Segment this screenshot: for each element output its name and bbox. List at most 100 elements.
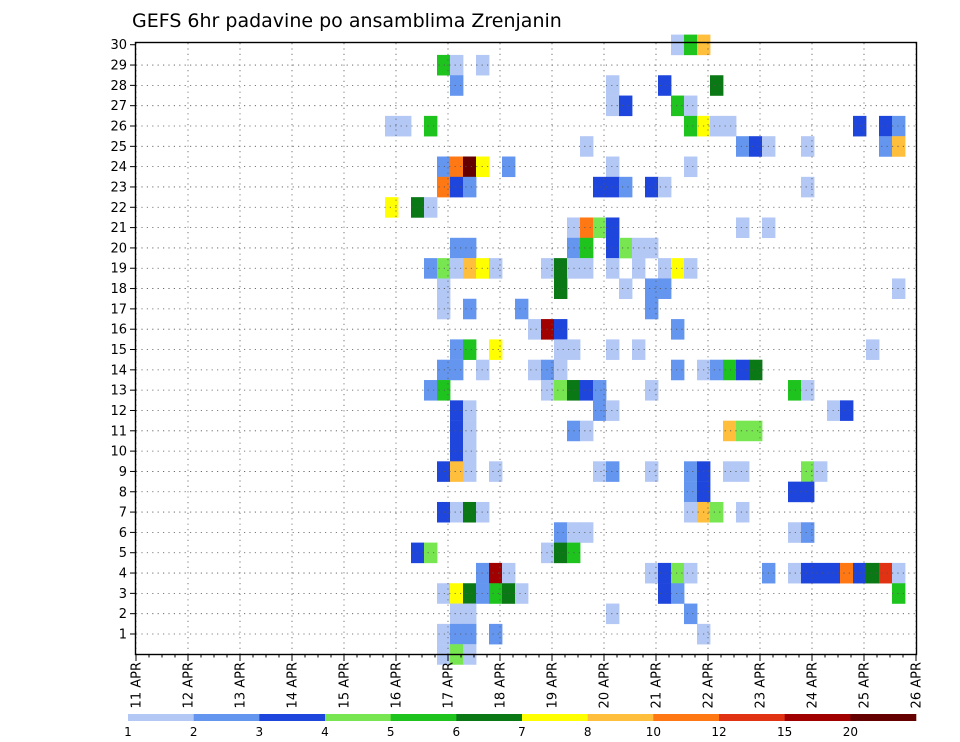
heatmap-cell <box>684 115 698 137</box>
heatmap-cell <box>424 197 438 218</box>
heatmap-cell <box>645 562 659 584</box>
heatmap-cell <box>801 522 815 543</box>
y-tick-label: 2 <box>119 607 127 622</box>
x-axis: 11 APR 12 APR 13 APR 14 APR 15 APR 16 APR 17 A… <box>130 654 925 708</box>
y-axis: 1234567891011121314151617181920212223242… <box>110 38 136 643</box>
y-tick-label: 8 <box>119 485 127 500</box>
colorbar-label: 7 <box>518 725 526 739</box>
heatmap-cell <box>658 562 672 584</box>
y-tick-label: 4 <box>119 567 127 582</box>
heatmap-cell <box>723 359 737 381</box>
heatmap-cell <box>580 420 594 442</box>
heatmap-cell <box>528 319 542 340</box>
heatmap-cell <box>554 380 568 401</box>
heatmap-cell <box>385 197 399 218</box>
heatmap-cell <box>671 583 685 604</box>
colorbar-segment <box>325 714 391 721</box>
heatmap-cell <box>788 380 802 401</box>
heatmap-cell <box>450 359 464 381</box>
heatmap-cell <box>450 420 464 442</box>
heatmap-cell <box>580 217 594 239</box>
heatmap-cell <box>892 562 906 584</box>
heatmap-cell <box>814 461 828 482</box>
heatmap-cell <box>450 623 464 645</box>
heatmap-cell <box>684 461 698 482</box>
heatmap-cell <box>658 583 672 604</box>
colorbar-segment <box>390 714 457 721</box>
heatmap-cell <box>671 258 685 279</box>
heatmap-cell <box>684 501 698 523</box>
heatmap-cell <box>450 583 464 604</box>
y-tick-label: 3 <box>119 587 127 602</box>
heatmap-cell <box>437 54 451 76</box>
heatmap-cell <box>645 278 659 299</box>
y-tick-label: 30 <box>110 38 127 53</box>
heatmap-cell <box>554 359 568 381</box>
heatmap-cell <box>723 461 737 482</box>
heatmap-cell <box>554 258 568 279</box>
heatmap-cell <box>723 115 737 137</box>
heatmap-cell <box>437 258 451 279</box>
heatmap-cell <box>424 542 438 564</box>
colorbar-segment <box>719 714 785 721</box>
heatmap-cell <box>658 278 672 299</box>
y-tick-label: 23 <box>110 180 127 195</box>
y-tick-label: 5 <box>119 546 127 561</box>
colorbar-label: 12 <box>711 725 726 739</box>
heatmap-cell <box>645 380 659 401</box>
y-tick-label: 16 <box>110 323 127 338</box>
heatmap-cell <box>528 359 542 381</box>
heatmap-cell <box>619 237 633 259</box>
x-tick-label: 13 APR <box>234 662 249 708</box>
heatmap-cell <box>879 115 893 137</box>
heatmap-cell <box>840 562 854 584</box>
heatmap-cell <box>801 481 815 503</box>
x-tick-label: 23 APR <box>754 662 769 708</box>
colorbar-label: 2 <box>190 725 198 739</box>
heatmap-cell <box>671 34 685 56</box>
heatmap-cell <box>541 542 555 564</box>
heatmap-cell <box>736 136 750 157</box>
y-tick-label: 22 <box>110 201 127 216</box>
heatmap-cell <box>463 176 477 198</box>
heatmap-cell <box>437 623 451 645</box>
heatmap-cell <box>866 562 880 584</box>
heatmap-cell <box>645 237 659 259</box>
colorbar-label: 6 <box>453 725 461 739</box>
heatmap-cell <box>580 380 594 401</box>
y-tick-label: 11 <box>110 424 127 439</box>
heatmap-cell <box>450 75 464 96</box>
heatmap-cell <box>736 359 750 381</box>
heatmap-cell <box>593 400 607 421</box>
heatmap-cell <box>554 542 568 564</box>
heatmap-cell <box>658 176 672 198</box>
heatmap-cell <box>892 136 906 157</box>
heatmap-cell <box>554 278 568 299</box>
heatmap-cell <box>593 217 607 239</box>
heatmap-cell <box>541 380 555 401</box>
heatmap-cell <box>710 501 724 523</box>
heatmap-cell <box>710 75 724 96</box>
heatmap-cell <box>463 298 477 320</box>
heatmap-cell <box>437 298 451 320</box>
chart-title: GEFS 6hr padavine po ansamblima Zrenjani… <box>132 10 562 32</box>
heatmap-cell <box>437 176 451 198</box>
y-tick-label: 27 <box>110 99 127 114</box>
x-tick-label: 15 APR <box>338 662 353 708</box>
heatmap-cell <box>580 522 594 543</box>
heatmap-cell <box>710 115 724 137</box>
heatmap-cell <box>463 623 477 645</box>
y-tick-label: 28 <box>110 79 127 94</box>
heatmap-cell <box>684 95 698 117</box>
heatmap-cell <box>463 583 477 604</box>
heatmap-cell <box>580 237 594 259</box>
heatmap-cell <box>606 339 620 360</box>
heatmap-cell <box>450 258 464 279</box>
y-tick-label: 17 <box>110 302 127 317</box>
heatmap-cell <box>606 400 620 421</box>
heatmap-cell <box>463 441 477 462</box>
heatmap-cell <box>541 359 555 381</box>
heatmap-cell <box>671 359 685 381</box>
heatmap-cell <box>554 522 568 543</box>
heatmap-cell <box>437 501 451 523</box>
